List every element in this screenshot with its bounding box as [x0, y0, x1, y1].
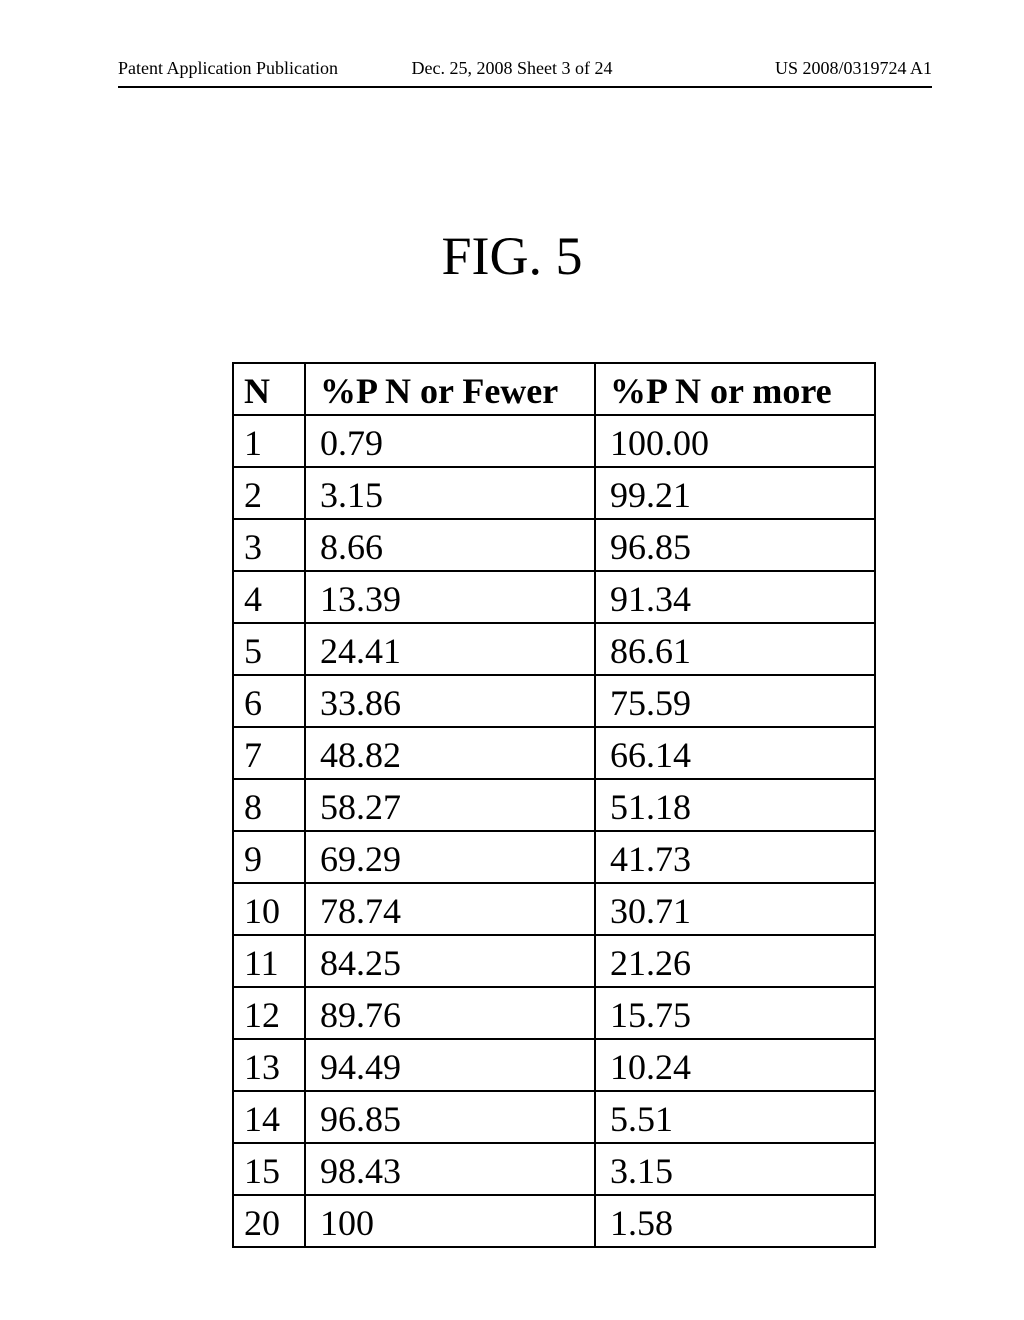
- table-cell: 94.49: [305, 1039, 595, 1091]
- table-cell: 51.18: [595, 779, 875, 831]
- table-cell: 0.79: [305, 415, 595, 467]
- table-cell: 6: [233, 675, 305, 727]
- table-row: 1184.2521.26: [233, 935, 875, 987]
- table-cell: 8: [233, 779, 305, 831]
- table-row: 23.1599.21: [233, 467, 875, 519]
- table-row: 413.3991.34: [233, 571, 875, 623]
- table-cell: 20: [233, 1195, 305, 1247]
- table-cell: 15.75: [595, 987, 875, 1039]
- header-date-sheet: Dec. 25, 2008 Sheet 3 of 24: [412, 58, 613, 79]
- table-cell: 3.15: [305, 467, 595, 519]
- table-row: 1394.4910.24: [233, 1039, 875, 1091]
- col-header-fewer: %P N or Fewer: [305, 363, 595, 415]
- table-cell: 100: [305, 1195, 595, 1247]
- table-cell: 100.00: [595, 415, 875, 467]
- table-cell: 89.76: [305, 987, 595, 1039]
- table-row: 38.6696.85: [233, 519, 875, 571]
- header-publication: Patent Application Publication: [118, 58, 338, 79]
- table-cell: 13.39: [305, 571, 595, 623]
- table-cell: 11: [233, 935, 305, 987]
- table-row: 524.4186.61: [233, 623, 875, 675]
- table-cell: 7: [233, 727, 305, 779]
- table-body: 10.79100.0023.1599.2138.6696.85413.3991.…: [233, 415, 875, 1247]
- table-cell: 48.82: [305, 727, 595, 779]
- table-cell: 5: [233, 623, 305, 675]
- table-cell: 58.27: [305, 779, 595, 831]
- table-row: 1289.7615.75: [233, 987, 875, 1039]
- table-cell: 1: [233, 415, 305, 467]
- table-row: 1078.7430.71: [233, 883, 875, 935]
- table-row: 1598.433.15: [233, 1143, 875, 1195]
- table-cell: 8.66: [305, 519, 595, 571]
- table-cell: 2: [233, 467, 305, 519]
- table-cell: 86.61: [595, 623, 875, 675]
- table-cell: 14: [233, 1091, 305, 1143]
- table-row: 10.79100.00: [233, 415, 875, 467]
- data-table: N %P N or Fewer %P N or more 10.79100.00…: [232, 362, 876, 1248]
- table-row: 969.2941.73: [233, 831, 875, 883]
- table-cell: 75.59: [595, 675, 875, 727]
- figure-title: FIG. 5: [441, 225, 582, 287]
- table-cell: 99.21: [595, 467, 875, 519]
- table-cell: 15: [233, 1143, 305, 1195]
- table-row: 201001.58: [233, 1195, 875, 1247]
- table-cell: 66.14: [595, 727, 875, 779]
- table-cell: 69.29: [305, 831, 595, 883]
- table-row: 633.8675.59: [233, 675, 875, 727]
- table-cell: 41.73: [595, 831, 875, 883]
- table-cell: 33.86: [305, 675, 595, 727]
- table-cell: 3.15: [595, 1143, 875, 1195]
- col-header-more: %P N or more: [595, 363, 875, 415]
- table-header-row: N %P N or Fewer %P N or more: [233, 363, 875, 415]
- table-row: 748.8266.14: [233, 727, 875, 779]
- header-pub-number: US 2008/0319724 A1: [775, 58, 932, 79]
- table-cell: 9: [233, 831, 305, 883]
- table-cell: 13: [233, 1039, 305, 1091]
- table-cell: 96.85: [595, 519, 875, 571]
- table-cell: 10: [233, 883, 305, 935]
- table-cell: 30.71: [595, 883, 875, 935]
- table-cell: 98.43: [305, 1143, 595, 1195]
- table-cell: 4: [233, 571, 305, 623]
- table-cell: 91.34: [595, 571, 875, 623]
- table-cell: 3: [233, 519, 305, 571]
- table-cell: 5.51: [595, 1091, 875, 1143]
- table-cell: 24.41: [305, 623, 595, 675]
- table-row: 858.2751.18: [233, 779, 875, 831]
- col-header-n: N: [233, 363, 305, 415]
- table-cell: 1.58: [595, 1195, 875, 1247]
- table-cell: 78.74: [305, 883, 595, 935]
- table-row: 1496.855.51: [233, 1091, 875, 1143]
- table-cell: 96.85: [305, 1091, 595, 1143]
- table-cell: 84.25: [305, 935, 595, 987]
- table-cell: 12: [233, 987, 305, 1039]
- table-cell: 10.24: [595, 1039, 875, 1091]
- table-cell: 21.26: [595, 935, 875, 987]
- header-divider: [118, 86, 932, 88]
